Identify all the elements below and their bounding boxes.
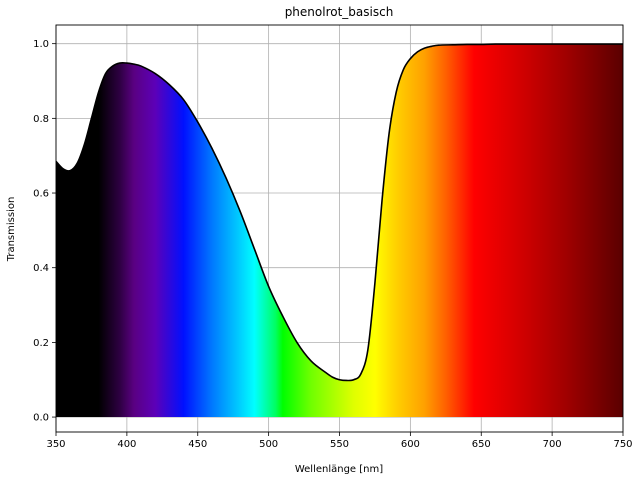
chart-title: phenolrot_basisch <box>285 5 394 19</box>
x-tick-label: 650 <box>472 439 491 450</box>
x-tick-label: 600 <box>401 439 420 450</box>
x-tick-label: 350 <box>46 439 65 450</box>
y-tick-label: 0.4 <box>33 263 49 274</box>
x-tick-label: 500 <box>259 439 278 450</box>
y-axis-label: Transmission <box>6 197 17 263</box>
x-tick-label: 550 <box>330 439 349 450</box>
transmission-line <box>55 43 623 382</box>
y-tick-label: 0.6 <box>33 189 49 200</box>
x-axis-label: Wellenlänge [nm] <box>295 464 383 475</box>
y-tick-label: 0.8 <box>33 114 49 125</box>
x-tick-label: 700 <box>543 439 562 450</box>
x-tick-label: 750 <box>613 439 632 450</box>
y-tick-label: 0.0 <box>33 413 49 424</box>
y-tick-label: 0.2 <box>33 338 49 349</box>
x-tick-label: 400 <box>117 439 136 450</box>
y-tick-label: 1.0 <box>33 39 49 50</box>
spectrum-fill-area <box>56 44 623 418</box>
x-tick-label: 450 <box>188 439 207 450</box>
